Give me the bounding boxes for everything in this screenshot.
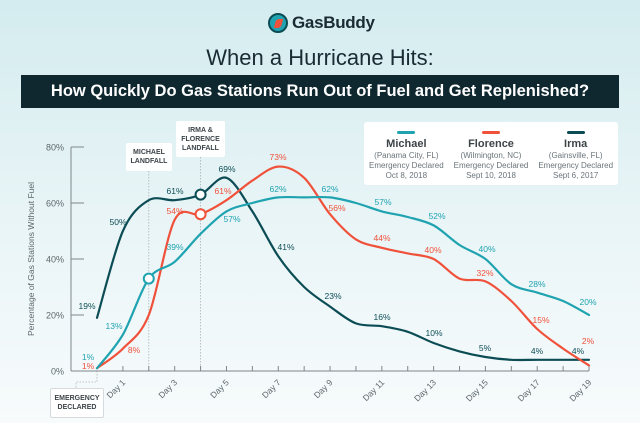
florence-data-label: 2% [582,336,595,346]
y-tick-label: 60% [46,199,64,209]
legend-name: Michael [386,138,427,150]
michael-data-label: 40% [478,244,495,254]
irma-data-label: 4% [572,346,585,356]
legend-date: Oct 8, 2018 [385,171,428,180]
michael-data-label: 62% [269,184,286,194]
x-tick-label: Day 9 [312,377,335,400]
florence-data-label: 15% [532,315,549,325]
irma-data-label: 10% [425,328,442,338]
michael-data-label: 1% [82,352,95,362]
michael-data-label: 13% [105,321,122,331]
michael-data-label: 52% [428,211,445,221]
irma-data-label: 16% [373,312,390,322]
irma-data-label: 4% [531,346,544,356]
legend-date: Sept 6, 2017 [552,171,599,180]
irma-data-label: 61% [166,186,183,196]
x-tick-label: Day 7 [260,377,283,400]
subtitle-banner: How Quickly Do Gas Stations Run Out of F… [21,75,619,108]
florence-data-label: 8% [128,345,141,355]
legend-swatch [566,131,585,134]
legend-name: Irma [564,138,588,150]
y-axis-label: Percentage of Gas Stations Without Fuel [26,182,36,336]
florence-data-label: 44% [373,233,390,243]
florence-data-label: 40% [424,245,441,255]
emergency-line [75,371,98,388]
florence-data-label: 61% [214,186,231,196]
y-tick-label: 0% [51,367,64,377]
irma-line [95,176,591,362]
y-tick-label: 20% [46,311,64,321]
michael-data-label: 57% [374,197,391,207]
legend-place: (Wilmington, NC) [460,151,522,160]
florence-data-label: 73% [269,152,286,162]
x-tick-label: Day 5 [208,377,231,400]
florence-line [95,165,591,370]
legend-declared: Emergency Declared [368,161,444,170]
florence-landfall-marker [194,208,207,221]
legend-item-irma: Irma (Gainsville, FL) Emergency Declared… [533,122,618,185]
florence-data-label: 56% [328,203,345,213]
irma-data-label: 19% [78,301,95,311]
michael-data-label: 62% [321,184,338,194]
legend-declared: Emergency Declared [538,161,614,170]
irma-data-label: 23% [324,291,341,301]
page-title: When a Hurricane Hits: [206,45,434,70]
irma-data-label: 5% [479,343,492,353]
michael-data-label: 28% [528,279,545,289]
michael-landfall-note: MICHAEL LANDFALL [126,143,172,171]
legend-name: Florence [468,138,514,150]
irma-florence-landfall-note: IRMA & FLORENCE LANDFALL [176,121,225,157]
michael-data-label: 57% [223,214,240,224]
emergency-declared-note: EMERGENCY DECLARED [50,388,104,418]
irma-data-label: 41% [277,242,294,252]
michael-landfall-marker [142,272,155,285]
legend-item-florence: Florence (Wilmington, NC) Emergency Decl… [449,122,534,185]
legend-place: (Gainsville, FL) [548,151,603,160]
florence-data-label: 32% [476,268,493,278]
michael-data-label: 39% [166,242,183,252]
x-tick-label: Day 15 [464,377,490,403]
gasbuddy-logo: GasBuddy [268,13,375,33]
michael-data-label: 20% [579,297,596,307]
legend: Michael (Panama City, FL) Emergency Decl… [364,122,618,185]
x-tick-label: Day 1 [105,377,128,400]
x-tick-label: Day 11 [361,377,387,403]
gasbuddy-logo-icon [268,13,288,33]
y-tick-label: 40% [46,255,64,265]
irma-data-label: 69% [218,164,235,174]
legend-swatch [397,131,416,134]
legend-place: (Panama City, FL) [374,151,439,160]
x-tick-label: Day 19 [567,377,593,403]
irma-data-label: 50% [109,217,126,227]
y-tick-label: 80% [46,143,64,153]
legend-date: Sept 10, 2018 [466,171,516,180]
michael-line [95,195,591,370]
x-tick-label: Day 3 [156,377,179,400]
legend-swatch [482,131,500,134]
florence-data-label: 1% [82,361,95,371]
legend-declared: Emergency Declared [453,161,529,170]
irma-landfall-marker [194,188,207,201]
x-tick-label: Day 17 [516,377,542,403]
x-tick-label: Day 13 [412,377,438,403]
florence-data-label: 54% [166,206,183,216]
brand-name: GasBuddy [292,13,375,32]
legend-item-michael: Michael (Panama City, FL) Emergency Decl… [364,122,449,185]
